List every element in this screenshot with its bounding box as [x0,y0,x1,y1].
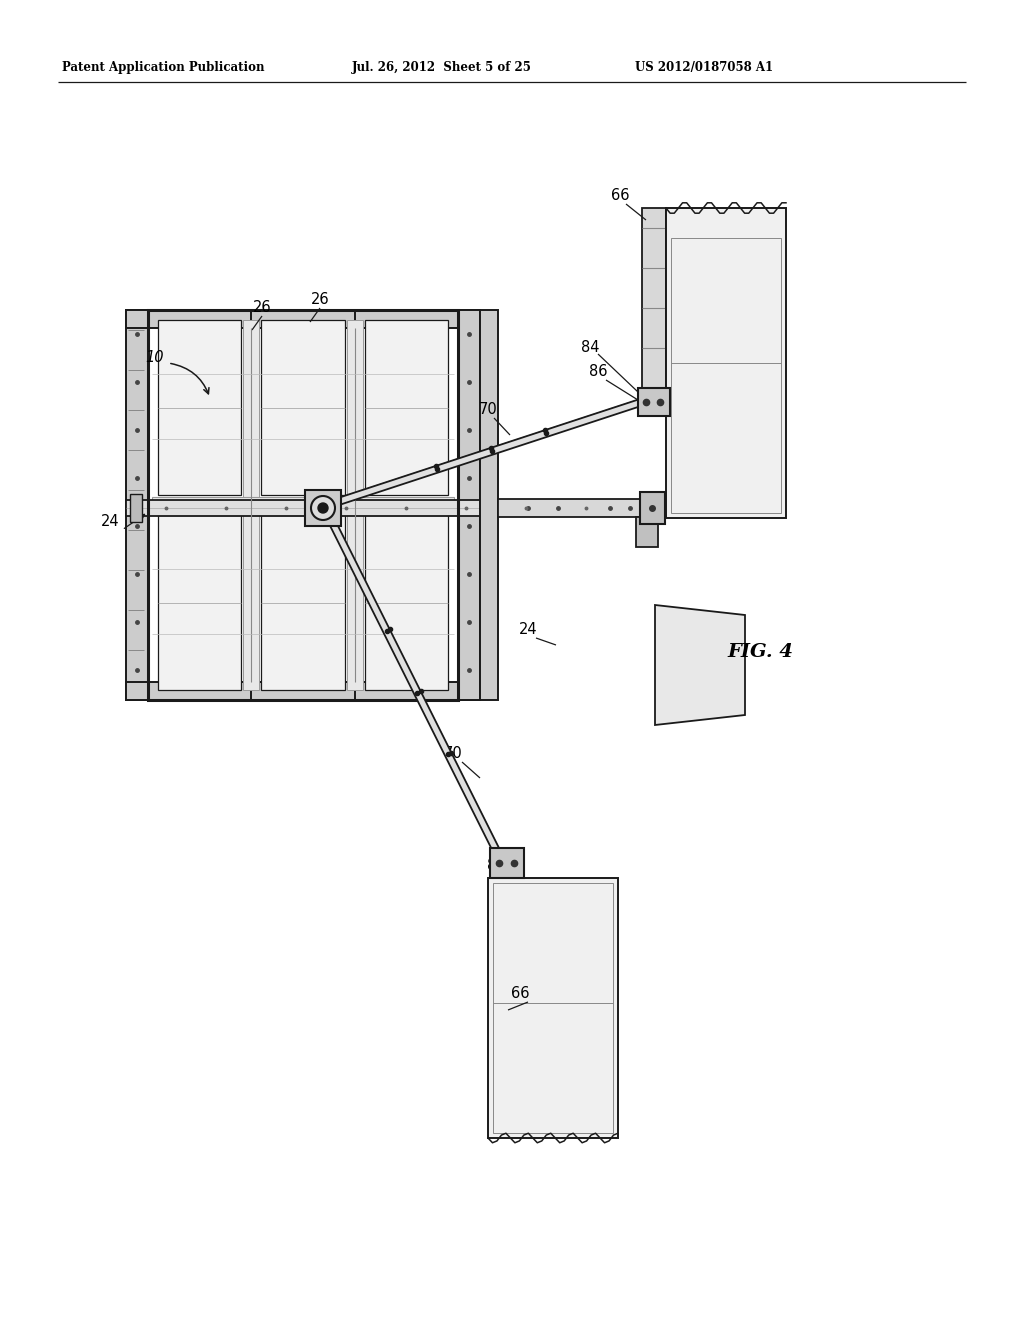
Bar [305,490,341,525]
Text: 86: 86 [486,858,505,874]
Bar [490,847,524,878]
Circle shape [311,496,335,520]
Bar [126,500,600,516]
Bar [261,515,345,690]
Polygon shape [338,399,645,504]
Text: 26: 26 [253,301,271,315]
Bar [126,682,480,700]
Bar [642,209,666,388]
Text: Patent Application Publication: Patent Application Publication [62,62,264,74]
Text: 26: 26 [310,293,330,308]
Bar [638,388,670,416]
Bar [671,238,781,513]
Text: 10: 10 [145,351,164,366]
Bar [488,878,618,1138]
Text: 24: 24 [519,623,538,638]
Bar [126,310,148,700]
Text: 86: 86 [589,364,607,380]
Bar [666,209,786,517]
Bar [130,494,142,521]
Text: 84: 84 [581,339,599,355]
Text: 70: 70 [443,747,463,762]
Bar [148,310,458,700]
Text: US 2012/0187058 A1: US 2012/0187058 A1 [635,62,773,74]
Bar [261,319,345,495]
Polygon shape [655,605,745,725]
Text: FIG. 4: FIG. 4 [727,643,793,661]
Text: 70: 70 [478,403,498,417]
Polygon shape [329,520,506,865]
Bar [495,878,519,1038]
Bar [480,310,498,700]
Text: 24: 24 [100,515,120,529]
Bar [158,319,242,495]
Text: Jul. 26, 2012  Sheet 5 of 25: Jul. 26, 2012 Sheet 5 of 25 [352,62,531,74]
Circle shape [318,503,328,513]
Bar [636,517,658,546]
Text: 66: 66 [511,986,529,1002]
Text: 66: 66 [610,189,630,203]
Bar [458,310,480,700]
Bar [347,319,362,690]
Bar [365,515,447,690]
Bar [158,515,242,690]
Bar [640,492,665,524]
Bar [365,319,447,495]
Bar [244,319,259,690]
Bar [126,310,480,327]
Bar [152,498,454,513]
Bar [493,883,613,1133]
Bar [498,499,640,517]
